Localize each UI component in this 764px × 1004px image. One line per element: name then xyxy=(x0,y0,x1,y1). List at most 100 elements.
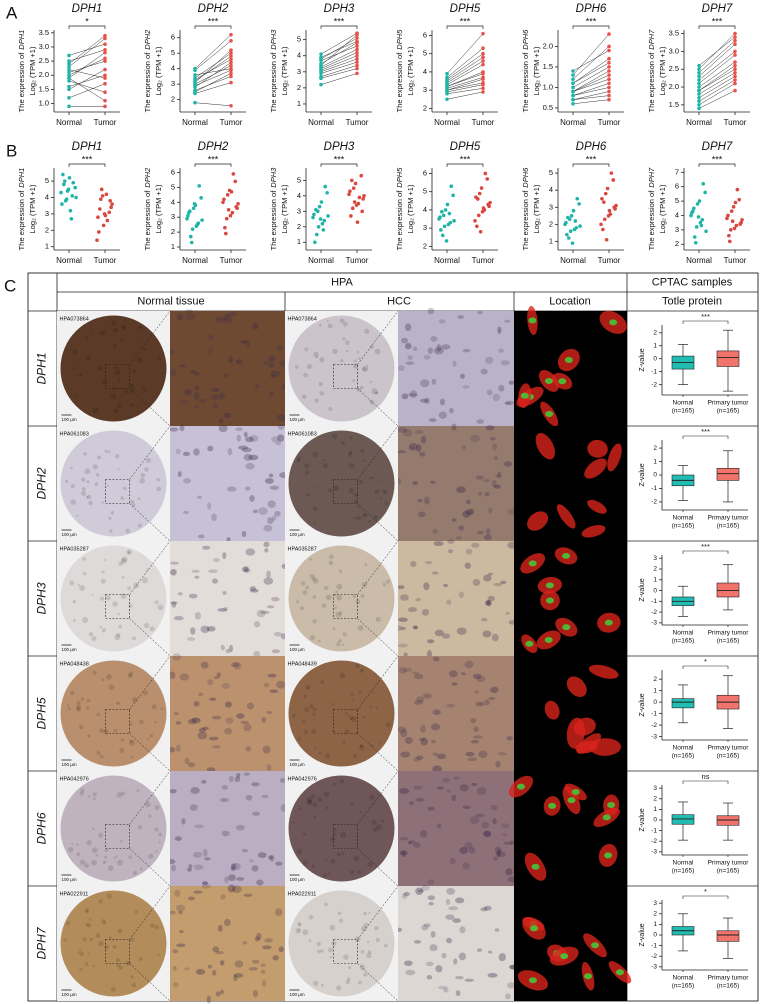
tissue-cell xyxy=(177,313,184,320)
tissue-cell xyxy=(212,946,220,953)
header-cell: HCC xyxy=(387,295,411,307)
tissue-cell xyxy=(223,918,231,927)
tissue-texture xyxy=(323,791,330,798)
tissue-cell xyxy=(473,735,484,739)
tissue-texture xyxy=(350,692,354,696)
tissue-cell xyxy=(503,841,514,845)
y-tick-label: 2 xyxy=(171,227,175,236)
tissue-zoom xyxy=(398,886,514,1001)
tissue-cell xyxy=(209,697,217,701)
normal-point xyxy=(577,202,581,206)
x-tick-label: Tumor xyxy=(346,118,369,127)
tissue-cell xyxy=(261,716,267,723)
tissue-cell xyxy=(207,502,212,510)
pair-line xyxy=(194,82,232,94)
tissue-cell xyxy=(477,491,483,496)
tissue-cell xyxy=(172,653,182,661)
tissue-texture xyxy=(296,458,301,463)
pair-line xyxy=(446,64,484,85)
pair-line xyxy=(698,72,736,95)
header-cell: HPA xyxy=(331,276,353,288)
tissue-cell xyxy=(248,967,258,971)
normal-point xyxy=(692,235,697,239)
tissue-cell xyxy=(414,699,424,705)
tissue-cell xyxy=(272,515,277,521)
x-tick-label: Normal xyxy=(560,118,586,127)
tissue-texture xyxy=(317,949,321,954)
tissue-texture xyxy=(158,832,162,837)
tissue-texture xyxy=(95,933,101,939)
tissue-texture xyxy=(70,690,75,696)
if-nucleus xyxy=(528,977,537,984)
normal-point xyxy=(320,221,325,226)
tissue-texture xyxy=(341,441,346,446)
tissue-cell xyxy=(400,626,407,630)
tissue-texture xyxy=(327,872,331,875)
tissue-cell xyxy=(492,443,498,451)
if-cell xyxy=(573,717,596,736)
gene-label: DPH2 xyxy=(35,467,49,499)
tissue-texture xyxy=(106,484,110,487)
tissue-zoom xyxy=(170,656,285,771)
tissue-cell xyxy=(434,629,445,637)
tissue-cell xyxy=(469,508,475,515)
tissue-cell xyxy=(441,344,451,350)
tissue-texture xyxy=(342,337,346,341)
tissue-cell xyxy=(223,314,230,320)
tumor-point xyxy=(107,210,112,215)
x-tick-label: Tumor xyxy=(94,118,117,127)
antibody-id: HPA042976 xyxy=(288,776,317,782)
tumor-point xyxy=(602,217,607,222)
y-tick-label: -3 xyxy=(651,620,657,627)
y-axis-label-gene: DPH5 xyxy=(395,167,404,188)
tissue-texture xyxy=(131,982,137,988)
tissue-texture xyxy=(306,493,310,497)
tumor-point xyxy=(104,192,109,197)
tissue-texture xyxy=(128,671,134,677)
zoom-guide xyxy=(129,540,171,657)
tissue-texture xyxy=(336,642,341,647)
y-tick-label: 1.0 xyxy=(39,99,49,108)
tissue-texture xyxy=(312,451,318,458)
normal-point xyxy=(326,214,330,218)
tissue-texture xyxy=(311,864,315,869)
tissue-cell xyxy=(423,582,430,591)
pair-line xyxy=(320,61,358,74)
x-tick-label: Normal xyxy=(673,515,695,522)
normal-point xyxy=(185,216,189,221)
tissue-texture xyxy=(118,367,121,370)
tissue-cell xyxy=(249,586,257,591)
normal-point xyxy=(571,89,575,94)
normal-point xyxy=(696,215,701,219)
tissue-cell xyxy=(201,884,212,889)
tumor-point xyxy=(230,210,235,215)
zoom-box xyxy=(105,479,130,504)
tissue-texture xyxy=(66,921,71,926)
tissue-cell xyxy=(408,801,414,806)
tissue-cell xyxy=(483,905,492,911)
tissue-cell xyxy=(206,626,216,632)
normal-point xyxy=(447,211,452,216)
tissue-cell xyxy=(483,830,492,838)
tissue-cell xyxy=(404,323,412,332)
antibody-id: HPA073864 xyxy=(288,316,317,322)
tissue-texture xyxy=(96,750,101,755)
tissue-texture xyxy=(315,355,319,359)
tissue-cell xyxy=(269,391,274,397)
x-tick-label: (n=165) xyxy=(672,638,695,645)
x-tick-label: Tumor xyxy=(598,118,621,127)
tissue-cell xyxy=(455,897,465,904)
tissue-cell xyxy=(491,633,499,642)
tissue-cell xyxy=(446,937,453,944)
tissue-cell xyxy=(497,752,507,756)
normal-point xyxy=(67,59,71,63)
y-axis-label-prefix: The expression of xyxy=(17,52,26,113)
tissue-texture xyxy=(79,859,86,865)
tumor-point xyxy=(229,60,233,65)
pair-line xyxy=(698,65,736,91)
tissue-texture xyxy=(91,593,94,596)
tissue-texture xyxy=(158,357,162,361)
pair-line xyxy=(698,40,736,73)
pair-line xyxy=(572,62,610,84)
tissue-core xyxy=(288,315,395,422)
